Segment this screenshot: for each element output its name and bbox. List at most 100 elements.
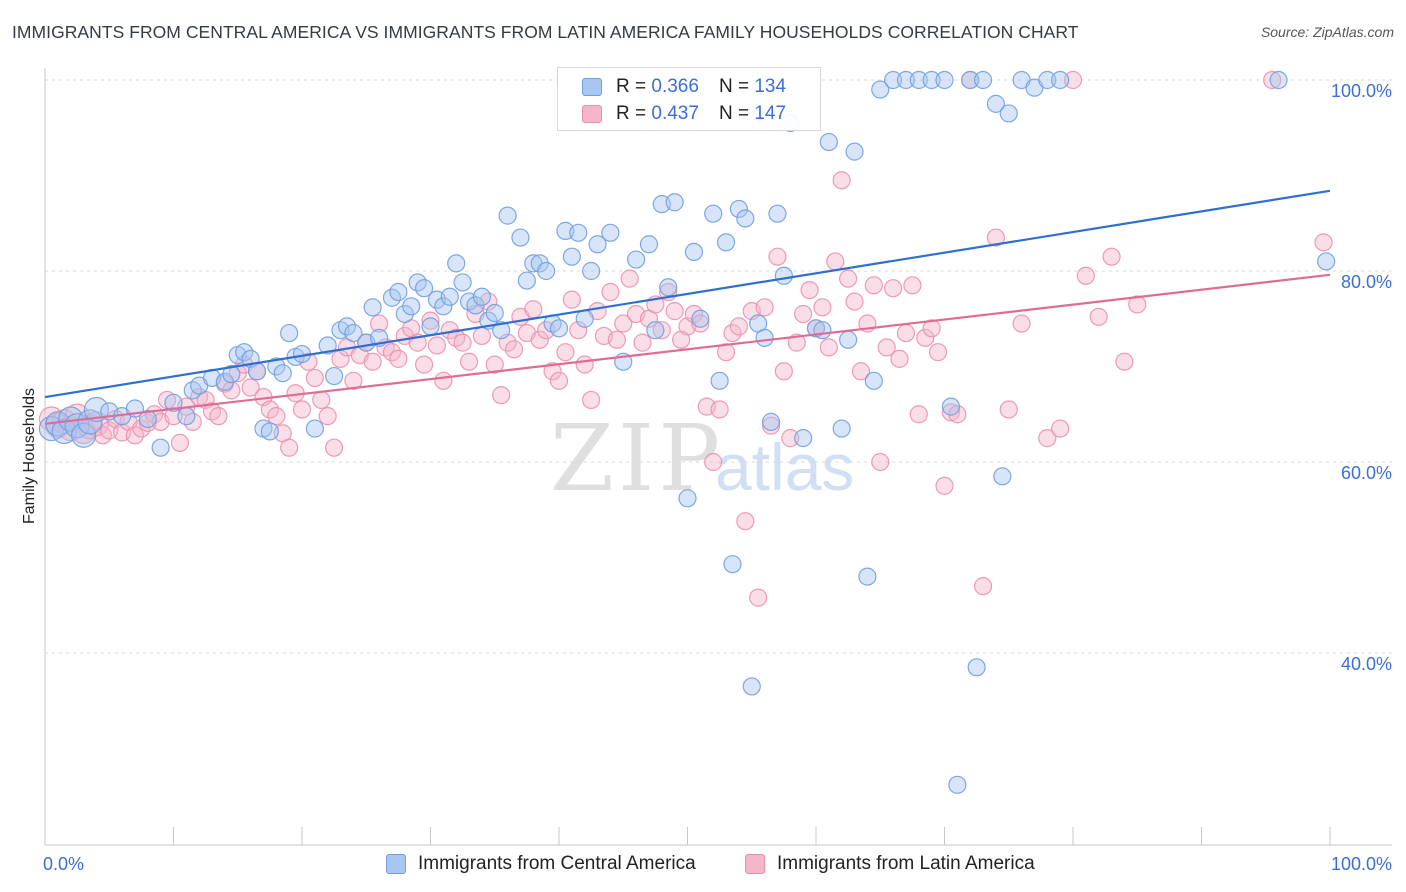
data-point-latin-america [813,298,832,317]
y-tick-label: 40.0% [1341,654,1392,674]
data-point-central-america [1038,70,1057,90]
data-point-central-america [986,94,1006,113]
data-point-latin-america [890,349,909,368]
data-point-central-america [1269,70,1288,90]
data-point-latin-america [575,355,594,374]
data-point-central-america [138,409,157,429]
data-point-latin-america [370,314,389,333]
data-point-central-america [447,254,466,273]
data-point-central-america [839,330,858,349]
data-point-latin-america [928,343,948,362]
data-point-latin-america [909,405,928,424]
data-point-central-america [70,422,97,448]
data-point-central-america [678,489,697,508]
data-point-latin-america [948,405,967,424]
y-tick-labels: 40.0% 60.0% 80.0% 100.0% [1331,81,1392,674]
data-point-latin-america [569,321,588,340]
data-point-latin-america [761,416,781,435]
data-point-latin-america [787,333,806,352]
data-point-central-america [414,279,434,298]
data-point-central-america [434,297,453,316]
y-tick-label: 100.0% [1331,81,1392,101]
data-point-latin-america [267,407,286,426]
legend-r-label: R = [616,76,647,97]
data-point-latin-america [883,279,903,298]
data-point-latin-america [170,433,190,452]
data-point-latin-america [549,371,569,390]
data-point-central-america [710,371,729,390]
data-point-latin-america [382,343,402,362]
watermark: ZIP atlas [550,405,854,512]
data-point-latin-america [472,326,491,346]
data-point-central-america [729,199,749,219]
data-point-latin-america [543,362,562,381]
data-point-central-america [151,438,170,457]
legend-swatch-blue [582,78,602,96]
data-point-central-america [260,422,279,441]
data-point-latin-america [530,330,549,349]
data-point-central-america [871,80,890,99]
data-point-central-america [177,407,196,426]
data-point-latin-america [768,247,787,266]
data-point-central-america [922,70,941,90]
data-point-central-america [421,317,440,336]
data-point-latin-america [781,429,800,448]
legend-n-label: N = [718,76,750,97]
data-point-latin-america [241,378,260,397]
y-tick-label: 80.0% [1341,272,1392,292]
data-point-central-america [344,323,363,343]
source-label: Source: ZipAtlas.com [1260,24,1394,40]
data-point-central-america [588,235,607,254]
watermark-zip: ZIP [550,405,724,512]
data-point-central-america [626,250,646,269]
data-point-central-america [806,319,826,338]
data-point-latin-america [562,290,581,309]
data-point-latin-america [601,282,620,302]
data-point-central-america [1051,70,1070,90]
data-point-central-america [601,223,620,242]
data-point-central-america [948,775,967,794]
data-point-central-america [318,336,337,355]
data-point-latin-america [1314,233,1333,252]
series-latin-america-points [38,70,1333,607]
bottom-legend-label-blue: Immigrants from Central America [418,853,696,874]
data-point-central-america [659,278,678,297]
data-point-latin-america [755,298,774,317]
data-point-central-america [395,304,414,324]
data-point-latin-america [999,400,1018,419]
legend-r-value: 0.366 [651,76,699,97]
data-point-latin-america [389,349,408,368]
data-point-latin-america [504,340,524,359]
data-point-latin-america [620,269,639,288]
data-point-latin-america [729,317,749,336]
legend-swatch-pink [582,105,602,123]
data-point-latin-america [941,403,961,422]
data-point-latin-america [749,588,768,607]
data-point-central-america [973,70,993,90]
data-point-latin-america [1128,295,1147,314]
legend-r-value: 0.437 [651,103,699,124]
data-point-latin-america [665,302,684,321]
data-point-latin-america [1263,70,1282,90]
data-point-central-america [337,317,357,336]
data-point-central-america [704,204,723,223]
data-point-central-america [819,132,838,152]
data-point-central-america [402,297,421,316]
data-point-central-america [485,303,504,323]
trend-line-central-america [44,189,1331,399]
x-tick-labels: 0.0% 100.0% [43,854,1392,874]
data-point-latin-america [459,352,479,371]
data-point-central-america [472,287,491,306]
data-point-central-america [993,467,1012,486]
data-point-central-america [935,70,954,90]
legend-row-latin-america: R = 0.437 N = 147 [582,103,786,125]
data-point-central-america [761,412,781,431]
data-point-latin-america [839,269,858,288]
data-point-latin-america [1089,307,1108,326]
data-point-central-america [845,142,864,161]
data-point-latin-america [774,362,793,381]
data-point-latin-america [260,400,279,419]
data-point-latin-america [903,276,922,295]
data-point-central-america [742,677,761,696]
